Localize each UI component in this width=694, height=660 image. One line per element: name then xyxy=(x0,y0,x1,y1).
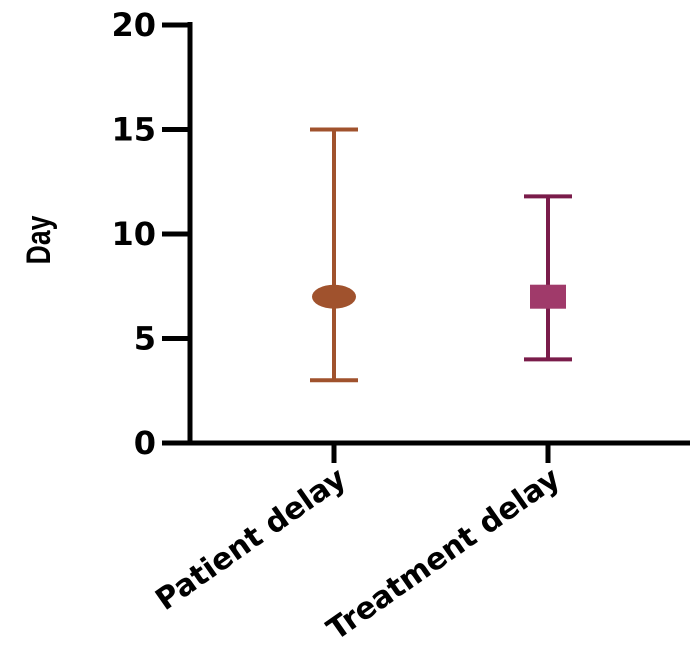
data-point-marker xyxy=(312,284,356,309)
y-tick-label: 20 xyxy=(111,6,156,44)
y-axis-title: Day xyxy=(20,216,58,265)
y-tick-label: 15 xyxy=(111,111,156,149)
y-tick-label: 0 xyxy=(134,424,156,462)
x-tick-label: Treatment delay xyxy=(321,461,567,648)
data-marks xyxy=(310,127,572,383)
y-tick-label: 5 xyxy=(134,320,156,358)
y-axis: 0 5 10 15 20 xyxy=(111,6,193,462)
error-bar-group xyxy=(524,194,572,362)
error-bar-group xyxy=(310,127,358,383)
x-tick-label: Patient delay xyxy=(149,461,353,618)
y-tick-label: 10 xyxy=(111,215,156,253)
data-point-marker xyxy=(530,284,566,309)
